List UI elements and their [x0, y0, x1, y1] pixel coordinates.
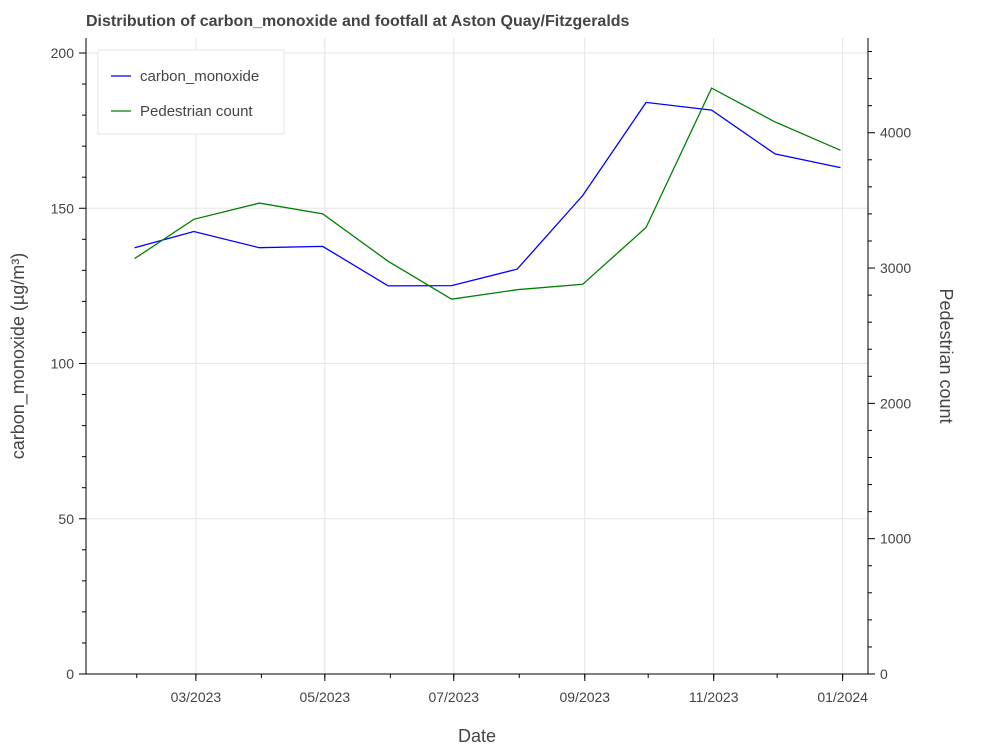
chart-title: Distribution of carbon_monoxide and foot…: [86, 13, 630, 30]
x-tick-label: 07/2023: [428, 689, 479, 705]
series-line-pedestrian-count: [134, 87, 841, 300]
left-y-tick-label: 200: [51, 45, 75, 61]
grid: [86, 38, 868, 674]
series-lines: [134, 87, 841, 300]
right-y-tick-label: 3000: [880, 260, 911, 276]
legend-box: [97, 49, 285, 135]
legend: carbon_monoxide Pedestrian count: [97, 49, 285, 135]
right-y-tick-label: 0: [880, 666, 888, 682]
ticks: 03/2023 05/2023 07/2023 09/2023 11/2023 01/20…: [51, 45, 912, 705]
x-tick-label: 01/2024: [817, 689, 868, 705]
left-y-tick-label: 100: [51, 356, 75, 372]
x-tick-label: 09/2023: [559, 689, 610, 705]
left-y-axis-label: carbon_monoxide (µg/m³): [8, 253, 29, 459]
x-tick-label: 11/2023: [689, 689, 739, 705]
right-y-axis-label: Pedestrian count: [936, 288, 956, 423]
right-y-tick-label: 4000: [880, 125, 911, 141]
left-y-tick-label: 50: [58, 511, 74, 527]
right-y-tick-label: 2000: [880, 395, 911, 411]
x-tick-label: 05/2023: [300, 689, 351, 705]
x-tick-label: 03/2023: [171, 689, 222, 705]
left-y-tick-label: 150: [51, 200, 75, 216]
series-line-carbon-monoxide: [134, 101, 841, 287]
legend-label-pedestrian-count: Pedestrian count: [140, 103, 253, 120]
x-axis-label: Date: [458, 726, 496, 746]
right-y-tick-label: 1000: [880, 531, 911, 547]
plot-area: [86, 38, 868, 674]
legend-label-carbon-monoxide: carbon_monoxide: [140, 68, 259, 85]
left-y-tick-label: 0: [66, 666, 74, 682]
